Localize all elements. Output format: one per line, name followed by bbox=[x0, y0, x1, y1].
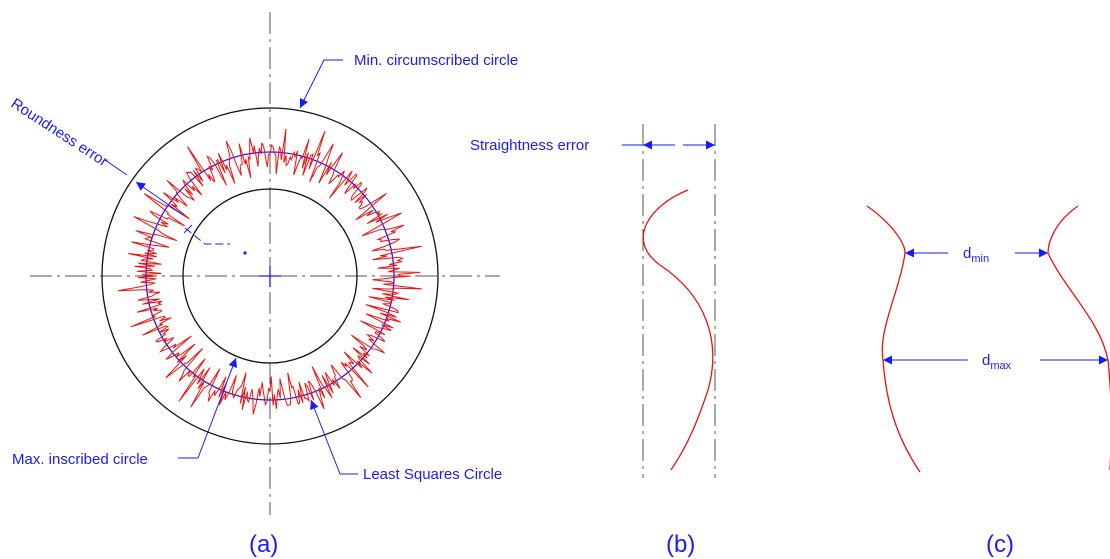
dmax-label: dmax bbox=[982, 352, 1012, 372]
dmin-label: dmin bbox=[963, 245, 989, 265]
min-circumscribed-label: Min. circumscribed circle bbox=[354, 52, 518, 69]
roundness-error-dim bbox=[135, 181, 184, 216]
left-profile bbox=[866, 205, 921, 473]
roundness-profile bbox=[118, 128, 422, 415]
min-circ-leader-arrow bbox=[299, 59, 325, 109]
max-inscribed-label: Max. inscribed circle bbox=[12, 451, 148, 468]
straightness-error-label: Straightness error bbox=[470, 137, 589, 154]
roundness-error-label: Roundness error bbox=[8, 95, 111, 170]
min-circumscribed-circle bbox=[101, 107, 439, 445]
max-inscribed-circle bbox=[182, 188, 358, 364]
panel-a-label: (a) bbox=[249, 531, 278, 558]
roundness-error-ext bbox=[104, 159, 128, 176]
roundness-leader bbox=[184, 227, 230, 245]
max-insc-leader-arrow bbox=[197, 357, 238, 459]
panel-b-label: (b) bbox=[666, 531, 695, 558]
panel-c-label: (c) bbox=[986, 531, 1014, 558]
right-profile bbox=[1047, 205, 1110, 470]
straightness-profile bbox=[642, 189, 714, 471]
panel-a: Min. circumscribed circle Roundness erro… bbox=[8, 12, 518, 558]
lsq-leader-arrow bbox=[310, 399, 341, 475]
panel-b: Straightness error (b) bbox=[470, 124, 716, 558]
roundness-tick bbox=[183, 224, 193, 234]
panel-c: dmin dmax (c) bbox=[866, 205, 1110, 558]
least-squares-label: Least Squares Circle bbox=[363, 466, 502, 483]
offset-center-dot bbox=[243, 251, 247, 255]
